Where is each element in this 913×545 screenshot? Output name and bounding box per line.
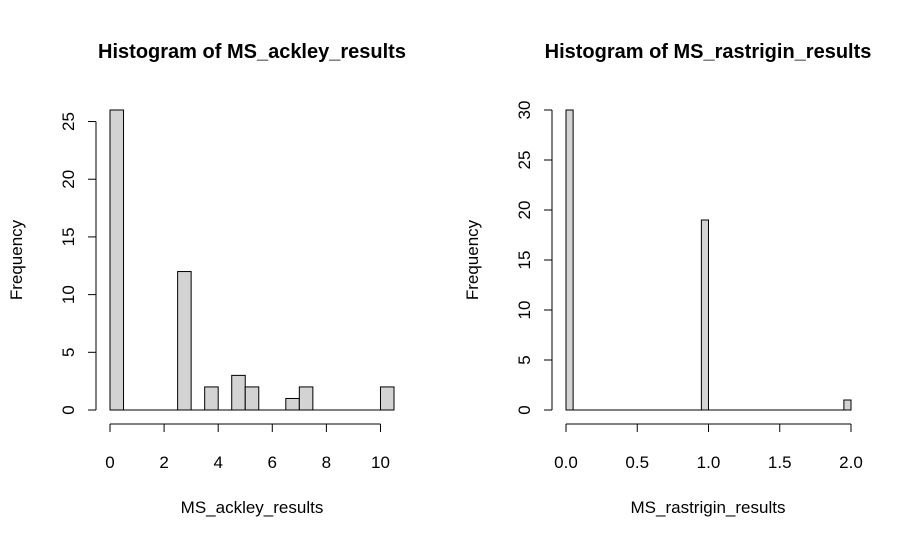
chart-title: Histogram of MS_rastrigin_results <box>545 41 872 63</box>
x-tick-label: 8 <box>322 453 331 472</box>
x-axis: 0.0 0.5 1.0 1.5 2.0 <box>554 423 863 472</box>
histogram-bar <box>109 109 125 411</box>
x-tick-label: 0.0 <box>554 453 578 472</box>
x-tick-label: 2.0 <box>839 453 863 472</box>
histogram-bar <box>298 386 314 411</box>
histogram-bar <box>244 386 260 411</box>
histogram-bar <box>204 386 219 411</box>
x-tick-label: 6 <box>268 453 277 472</box>
x-tick-label: 0 <box>105 453 114 472</box>
y-tick-label: 5 <box>59 348 78 357</box>
histogram-panel-ackley: Histogram of MS_ackley_results MS_ackley… <box>7 41 406 517</box>
histogram-bar <box>565 109 574 411</box>
y-tick-label: 20 <box>59 170 78 189</box>
histogram-bar <box>177 271 192 411</box>
x-tick-label: 1.5 <box>768 453 792 472</box>
x-tick-label: 4 <box>213 453 222 472</box>
histogram-bar <box>379 386 395 411</box>
x-tick-label: 1.0 <box>697 453 721 472</box>
y-axis-label: Frequency <box>7 219 26 300</box>
y-tick-label: 0 <box>515 405 534 414</box>
bars <box>109 109 395 411</box>
histogram-panel-rastrigin: Histogram of MS_rastrigin_results MS_ras… <box>463 41 871 517</box>
y-tick-label: 5 <box>515 355 534 364</box>
histogram-bar <box>285 397 300 411</box>
y-axis: 0 5 10 15 20 25 30 <box>515 101 553 415</box>
x-tick-label: 10 <box>371 453 390 472</box>
x-axis: 0 2 4 6 8 10 <box>105 423 390 472</box>
y-tick-label: 25 <box>515 151 534 170</box>
bars <box>565 109 852 411</box>
y-axis-label: Frequency <box>463 219 482 300</box>
y-tick-label: 0 <box>59 405 78 414</box>
x-tick-label: 0.5 <box>625 453 649 472</box>
histogram-bar <box>843 399 852 411</box>
y-tick-label: 15 <box>59 227 78 246</box>
y-tick-label: 10 <box>59 285 78 304</box>
x-axis-label: MS_rastrigin_results <box>631 498 786 517</box>
histogram-bar <box>231 374 246 411</box>
x-axis-label: MS_ackley_results <box>181 498 324 517</box>
y-tick-label: 25 <box>59 112 78 131</box>
y-tick-label: 20 <box>515 201 534 220</box>
histogram-bar <box>700 219 709 411</box>
y-tick-label: 30 <box>515 101 534 120</box>
y-axis: 0 5 10 15 20 25 <box>59 112 97 415</box>
y-tick-label: 15 <box>515 251 534 270</box>
chart-title: Histogram of MS_ackley_results <box>98 41 406 63</box>
x-tick-label: 2 <box>159 453 168 472</box>
y-tick-label: 10 <box>515 301 534 320</box>
